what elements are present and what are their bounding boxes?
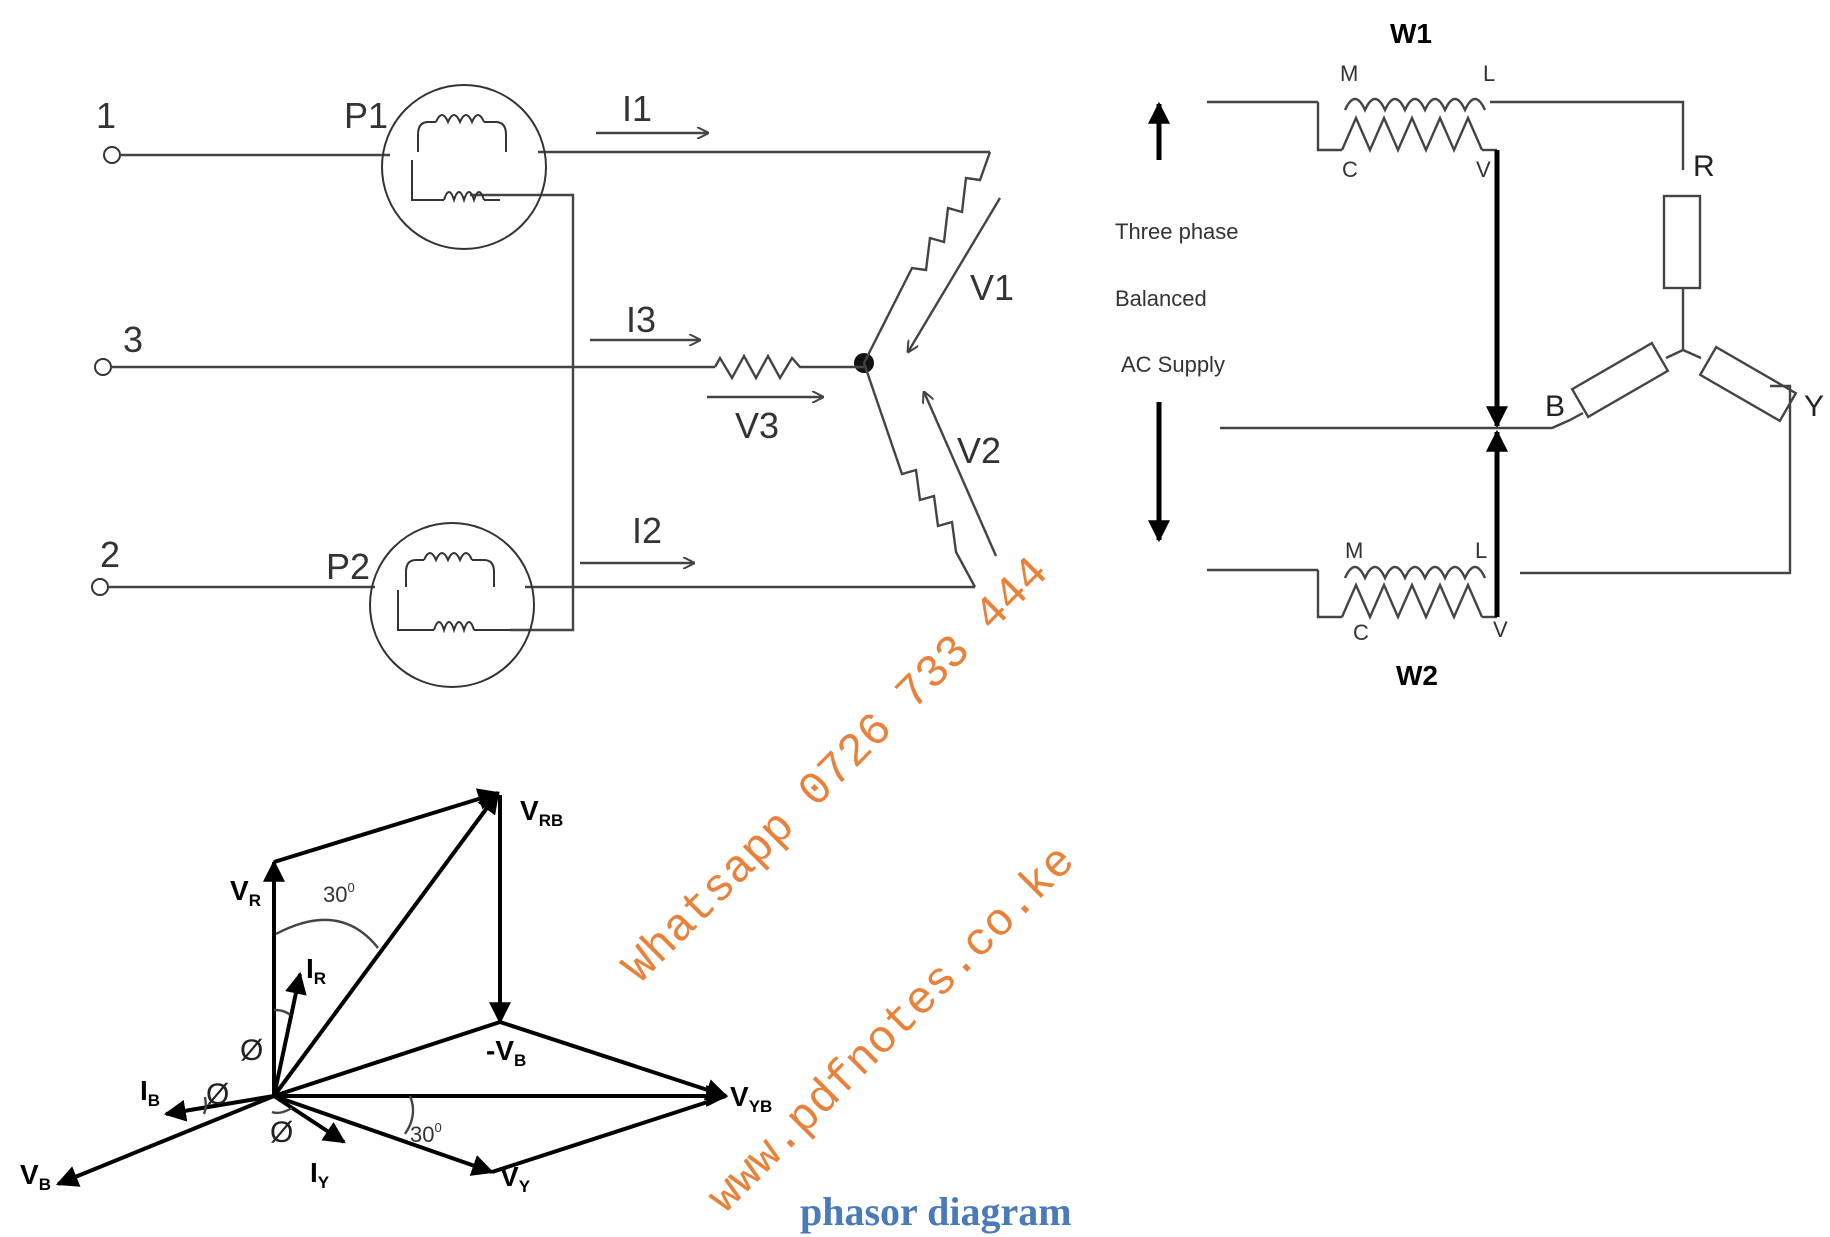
label-vrb: VRB <box>520 795 563 830</box>
wattmeter-w2-label: W2 <box>1396 660 1438 691</box>
phasor-vb <box>55 1094 275 1187</box>
w1-terminal-c: C <box>1342 157 1358 182</box>
voltage-arrow-v1 <box>908 197 1002 352</box>
label-phi-r: Ø <box>240 1034 263 1067</box>
current-label-i3: I3 <box>626 299 656 340</box>
phasor-vy <box>273 1094 495 1176</box>
angle-arc-30-upper <box>275 918 379 949</box>
meter-p2 <box>369 522 535 688</box>
current-label-i1: I1 <box>622 88 652 129</box>
phasor-diagram: VR VRB -VB VYB VY VB IR IB IY 300 300 Ø … <box>20 788 772 1196</box>
angle-arc-phi-b <box>202 1096 207 1115</box>
supply-text-line2: Balanced <box>1115 286 1207 311</box>
wattmeter-w2 <box>1207 384 1792 620</box>
star-circuit: 1 3 2 P1 P2 I1 <box>91 84 1014 688</box>
two-wattmeter-circuit: W1 W2 M L C V M L C V <box>1115 18 1824 691</box>
phasor-iy <box>272 1094 346 1144</box>
w2-terminal-c: C <box>1353 620 1369 645</box>
terminal-3 <box>94 358 112 376</box>
phasor-vrb <box>272 791 500 1098</box>
label-angle-30-lower: 300 <box>410 1120 442 1147</box>
phasor-rb-offset <box>273 788 501 864</box>
terminal-1-label: 1 <box>96 95 116 136</box>
w1-terminal-v: V <box>1476 157 1491 182</box>
load-label-r: R <box>1693 150 1715 183</box>
load-label-b: B <box>1545 390 1565 423</box>
terminal-1 <box>103 146 121 164</box>
current-label-i2: I2 <box>632 510 662 551</box>
label-vyb: VYB <box>730 1081 772 1116</box>
watermark-website: www.pdfnotes.co.ke <box>698 836 1086 1224</box>
meter-p1-label: P1 <box>344 95 388 136</box>
phasor-ib <box>163 1094 275 1122</box>
wattmeter-w1 <box>1207 97 1685 170</box>
label-vy: VY <box>500 1161 531 1196</box>
angle-arc-phi-r <box>273 1008 291 1016</box>
star-load-resistors <box>713 151 992 588</box>
w2-terminal-l: L <box>1475 538 1487 563</box>
label-ir: IR <box>306 953 326 988</box>
star-load-ryb <box>1569 194 1798 423</box>
label-vr: VR <box>230 875 261 910</box>
angle-arc-phi-y <box>271 1106 293 1115</box>
load-label-y: Y <box>1804 390 1824 423</box>
w2-terminal-m: M <box>1345 538 1363 563</box>
terminal-3-label: 3 <box>123 319 143 360</box>
phasor-vyb-offset <box>499 1020 729 1101</box>
voltage-label-v3: V3 <box>735 405 779 446</box>
w2-terminal-v: V <box>1493 617 1508 642</box>
label-ib: IB <box>140 1075 160 1110</box>
label-iy: IY <box>310 1157 330 1192</box>
label-neg-vb: -VB <box>486 1035 526 1070</box>
wattmeter-w1-label: W1 <box>1390 18 1432 49</box>
w1-terminal-l: L <box>1483 61 1495 86</box>
supply-text-line1: Three phase <box>1115 219 1239 244</box>
middle-supply-line <box>1220 418 1571 430</box>
terminal-2 <box>91 578 109 596</box>
voltage-label-v1: V1 <box>970 267 1014 308</box>
label-vb: VB <box>20 1159 51 1194</box>
label-phi-b: Ø <box>206 1078 229 1111</box>
line-1-wire <box>120 150 990 157</box>
terminal-2-label: 2 <box>100 534 120 575</box>
meter-p2-label: P2 <box>326 546 370 587</box>
w1-terminal-m: M <box>1340 61 1358 86</box>
phasor-ir <box>272 971 307 1097</box>
label-phi-y: Ø <box>270 1116 293 1149</box>
angle-arc-30-lower <box>404 1095 415 1135</box>
label-angle-30-upper: 300 <box>323 880 355 907</box>
voltage-label-v2: V2 <box>957 430 1001 471</box>
voltage-arrow-v2 <box>924 392 998 557</box>
supply-text-line3: AC Supply <box>1121 352 1225 377</box>
pressure-coil-return <box>470 193 575 632</box>
phasor-vy-link <box>491 1094 727 1174</box>
caption-phasor-diagram: phasor diagram <box>800 1189 1072 1234</box>
meter-p1 <box>381 84 547 250</box>
phasor-neg-vb-link <box>273 1020 501 1098</box>
